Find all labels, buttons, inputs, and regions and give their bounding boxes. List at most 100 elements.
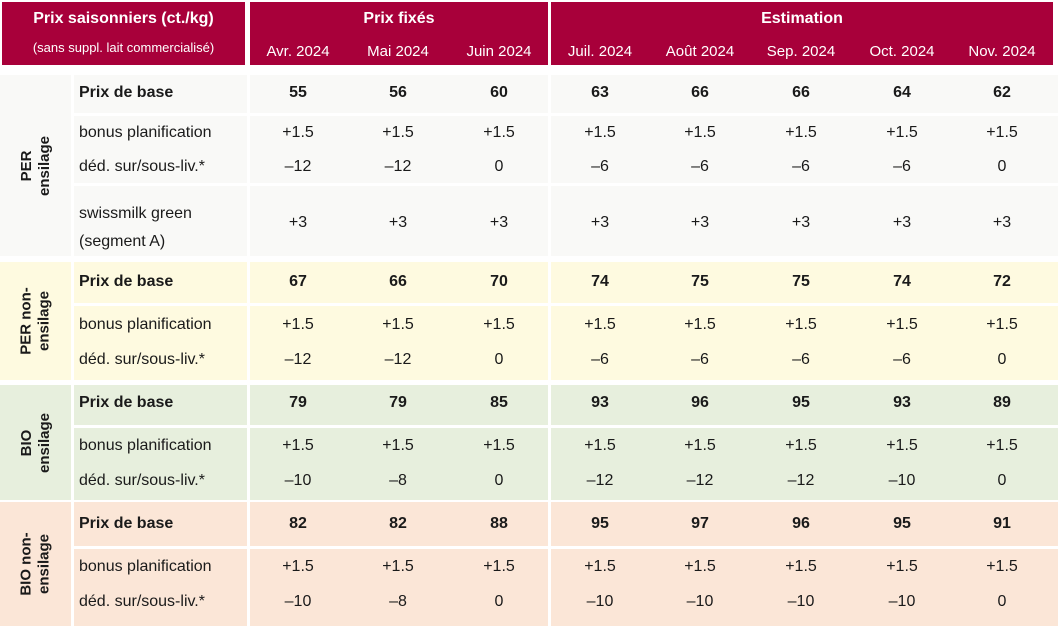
value-cell: +3: [489, 214, 509, 231]
row-label: Prix de base: [79, 394, 174, 411]
value-cell: –12: [686, 472, 714, 489]
value-cell: +1.5: [986, 437, 1018, 454]
value-cell: 66: [792, 84, 810, 101]
value-cell: –12: [787, 472, 815, 489]
value-cell: 74: [591, 273, 609, 290]
value-cell: –8: [389, 593, 407, 610]
value-cell: 93: [893, 394, 911, 411]
table-subtitle: (sans suppl. lait commercialisé): [32, 40, 215, 55]
row-label: déd. sur/sous-liv.*: [79, 593, 205, 610]
month-header: Août 2024: [665, 43, 735, 60]
row-divider: [72, 183, 1058, 186]
group-band-bio: [0, 385, 1058, 500]
month-header: Juil. 2024: [567, 43, 633, 60]
column-divider: [71, 65, 74, 626]
header-title-block: Prix saisonniers (ct./kg) (sans suppl. l…: [2, 2, 245, 65]
value-cell: +1.5: [382, 316, 414, 333]
value-cell: 66: [389, 273, 407, 290]
value-cell: 0: [997, 472, 1007, 489]
value-cell: –6: [792, 158, 810, 175]
value-cell: +1.5: [986, 124, 1018, 141]
value-cell: 66: [691, 84, 709, 101]
value-cell: +1.5: [282, 124, 314, 141]
value-cell: 82: [289, 515, 307, 532]
value-cell: +1.5: [684, 558, 716, 575]
value-cell: 95: [893, 515, 911, 532]
value-cell: 75: [792, 273, 810, 290]
value-cell: 95: [792, 394, 810, 411]
group-band-bio-non: [0, 502, 1058, 626]
value-cell: +1.5: [483, 437, 515, 454]
group-band-per: [0, 75, 1058, 256]
value-cell: +1.5: [584, 558, 616, 575]
value-cell: +1.5: [785, 437, 817, 454]
value-cell: 56: [389, 84, 407, 101]
value-cell: +1.5: [785, 558, 817, 575]
value-cell: 75: [691, 273, 709, 290]
row-divider: [72, 425, 1058, 428]
value-cell: –6: [691, 351, 709, 368]
value-cell: +1.5: [886, 437, 918, 454]
value-cell: +1.5: [382, 124, 414, 141]
value-cell: +1.5: [684, 316, 716, 333]
value-cell: 60: [490, 84, 508, 101]
row-label: déd. sur/sous-liv.*: [79, 472, 205, 489]
row-label: Prix de base: [79, 515, 174, 532]
value-cell: 85: [490, 394, 508, 411]
group-label-bio-non: BIO non-ensilage: [0, 502, 71, 626]
value-cell: –8: [389, 472, 407, 489]
value-cell: 74: [893, 273, 911, 290]
value-cell: –10: [888, 472, 916, 489]
value-cell: –12: [384, 158, 412, 175]
value-cell: 64: [893, 84, 911, 101]
value-cell: –12: [586, 472, 614, 489]
month-header: Nov. 2024: [968, 43, 1036, 60]
value-cell: 0: [494, 593, 504, 610]
value-cell: +1.5: [684, 124, 716, 141]
value-cell: +1.5: [785, 316, 817, 333]
value-cell: 62: [993, 84, 1011, 101]
value-cell: 96: [691, 394, 709, 411]
column-divider: [247, 65, 250, 626]
value-cell: 63: [591, 84, 609, 101]
fixed-prices-label: Prix fixés: [363, 10, 435, 27]
group-label-text: BIO non-ensilage: [17, 532, 53, 596]
estimate-label: Estimation: [761, 10, 843, 27]
month-header: Mai 2024: [367, 43, 429, 60]
value-cell: 82: [389, 515, 407, 532]
value-cell: +1.5: [483, 316, 515, 333]
value-cell: +3: [288, 214, 308, 231]
value-cell: +3: [892, 214, 912, 231]
value-cell: +3: [690, 214, 710, 231]
value-cell: –12: [384, 351, 412, 368]
value-cell: +1.5: [986, 316, 1018, 333]
value-cell: +1.5: [584, 437, 616, 454]
value-cell: –12: [284, 351, 312, 368]
value-cell: –10: [284, 593, 312, 610]
value-cell: +1.5: [785, 124, 817, 141]
value-cell: 97: [691, 515, 709, 532]
value-cell: +1.5: [684, 437, 716, 454]
value-cell: +1.5: [282, 558, 314, 575]
month-header: Juin 2024: [466, 43, 532, 60]
row-divider: [72, 546, 1058, 549]
value-cell: +1.5: [282, 437, 314, 454]
value-cell: +1.5: [584, 316, 616, 333]
value-cell: –6: [591, 351, 609, 368]
value-cell: –6: [691, 158, 709, 175]
header-estimate-block: Estimation: [551, 2, 1053, 65]
value-cell: 0: [494, 472, 504, 489]
value-cell: 67: [289, 273, 307, 290]
value-cell: 55: [289, 84, 307, 101]
value-cell: –6: [792, 351, 810, 368]
value-cell: 79: [389, 394, 407, 411]
row-label-line: swissmilk green: [79, 205, 192, 222]
row-label: Prix de base: [79, 84, 174, 101]
value-cell: +1.5: [382, 437, 414, 454]
value-cell: 0: [494, 158, 504, 175]
value-cell: –12: [284, 158, 312, 175]
value-cell: –10: [586, 593, 614, 610]
value-cell: +3: [791, 214, 811, 231]
table-title: Prix saisonniers (ct./kg): [33, 10, 214, 27]
value-cell: –6: [893, 351, 911, 368]
